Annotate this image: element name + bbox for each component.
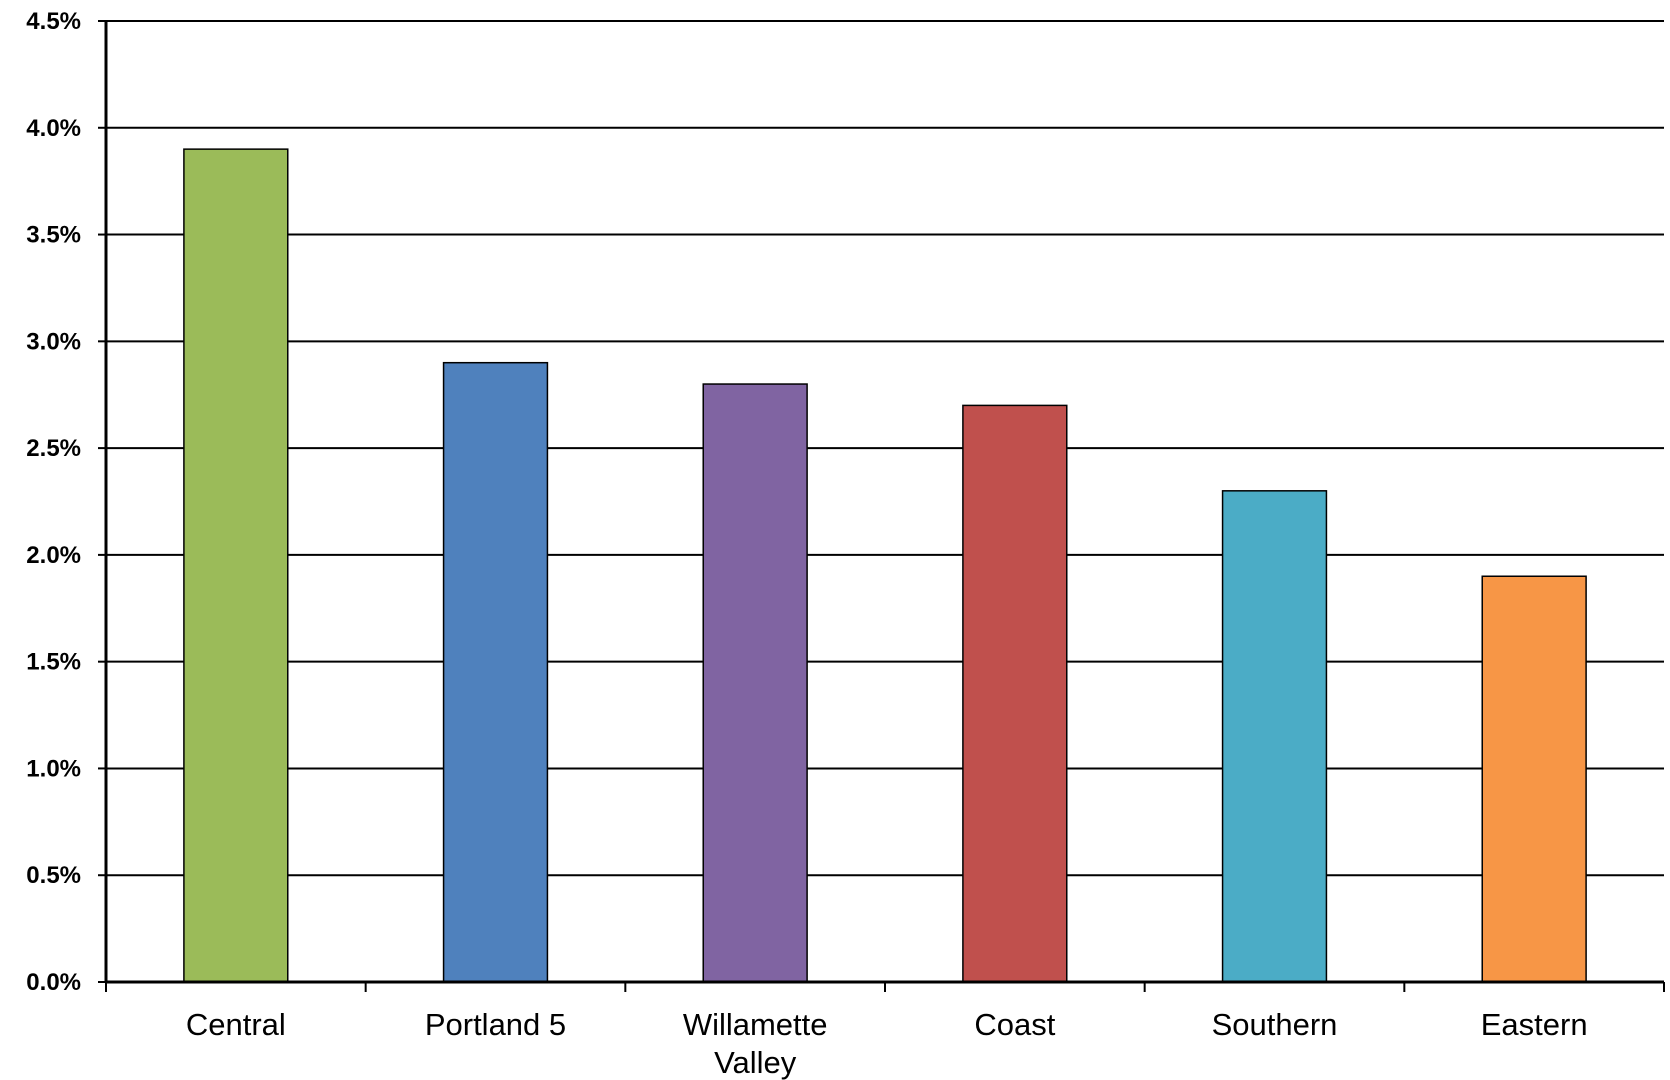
bars bbox=[183, 148, 1587, 983]
y-tick-label-7: 3.5% bbox=[26, 222, 81, 249]
x-tick-label-willamette-valley: Willamette Valley bbox=[683, 1007, 828, 1080]
bar-portland-5 bbox=[442, 361, 549, 983]
y-tick-label-4: 2.0% bbox=[26, 542, 81, 569]
y-tick-label-8: 4.0% bbox=[26, 115, 81, 142]
x-tick-label-eastern: Eastern bbox=[1481, 1007, 1588, 1042]
x-tick-label-central: Central bbox=[186, 1007, 286, 1042]
y-tick-labels: 0.0% 0.5% 1.0% 1.5% 2.0% 2.5% 3.0% 3.5% 4.0% 4.5% bbox=[26, 8, 81, 996]
axes bbox=[98, 20, 1665, 992]
x-tick-label-portland-5: Portland 5 bbox=[425, 1007, 566, 1042]
bar-willamette-valley bbox=[702, 383, 808, 983]
x-tick-label-coast: Coast bbox=[974, 1007, 1055, 1042]
y-tick-label-0: 0.0% bbox=[26, 969, 81, 996]
bar-central bbox=[183, 148, 289, 983]
x-tick-label-southern: Southern bbox=[1212, 1007, 1338, 1042]
y-tick-label-3: 1.5% bbox=[26, 649, 81, 676]
bar-eastern bbox=[1481, 575, 1587, 983]
bar-coast bbox=[962, 404, 1068, 983]
y-tick-label-2: 1.0% bbox=[26, 755, 81, 782]
y-tick-label-6: 3.0% bbox=[26, 328, 81, 355]
gridlines bbox=[106, 20, 1664, 877]
y-tick-label-9: 4.5% bbox=[26, 8, 81, 35]
bar-southern bbox=[1221, 490, 1328, 983]
y-tick-label-5: 2.5% bbox=[26, 435, 81, 462]
x-tick-labels: Central Portland 5 Willamette Valley Coast So… bbox=[186, 1007, 1588, 1080]
y-tick-label-1: 0.5% bbox=[26, 862, 81, 889]
